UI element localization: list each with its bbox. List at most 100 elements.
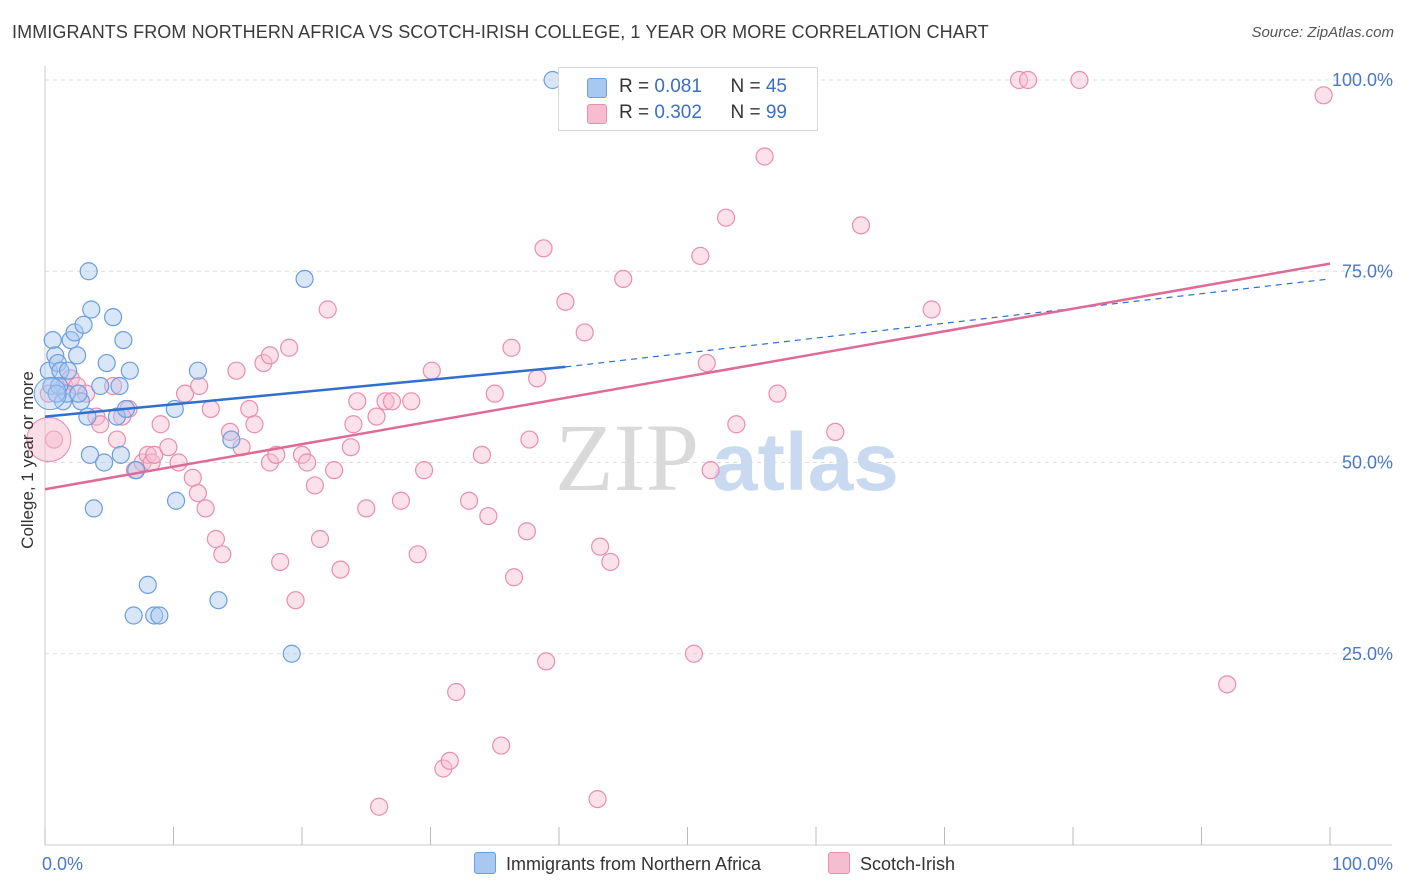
scotch-irish-point: [459, 491, 479, 510]
scotch-irish-point: [591, 537, 610, 556]
scotch-irish-point: [716, 208, 736, 227]
scotch-irish-point: [159, 438, 178, 457]
scotch-irish-point: [755, 147, 774, 166]
scotch-irish-point: [575, 323, 594, 342]
northern-africa-point: [138, 575, 157, 595]
scotch-irish-point: [348, 392, 367, 411]
scotch-irish-point: [727, 415, 746, 434]
legend-item-northern-africa[interactable]: Immigrants from Northern Africa: [474, 852, 761, 875]
scotch-irish-point: [341, 438, 360, 457]
y-tick-label: 50.0%: [1342, 453, 1393, 473]
scotch-irish-point: [504, 568, 524, 587]
legend-n-label: N =: [730, 102, 766, 123]
scotch-irish-point: [201, 399, 220, 419]
scotch-irish-point: [1218, 675, 1237, 694]
scotch-irish-point: [188, 484, 208, 503]
y-axis-label: College, 1 year or more: [18, 371, 37, 549]
northern-africa-point: [104, 308, 123, 327]
northern-africa-trend-line: [44, 365, 566, 418]
legend-r-value: 0.302: [654, 102, 702, 123]
scotch-irish-point: [402, 392, 421, 411]
scotch-irish-point: [145, 445, 164, 464]
scotch-irish-point: [472, 445, 491, 464]
watermark-zip: ZIP: [555, 404, 699, 511]
x-tick-label: 0.0%: [42, 854, 83, 874]
scotch-irish-point: [517, 522, 536, 541]
legend-item-scotch-irish[interactable]: Scotch-Irish: [828, 852, 955, 875]
scotch-irish-point: [479, 506, 498, 526]
watermark: ZIP atlas: [555, 404, 899, 511]
scotch-irish-point: [851, 216, 871, 235]
northern-africa-point: [74, 315, 93, 334]
northern-africa-point: [110, 376, 129, 396]
y-tick-label: 100.0%: [1332, 70, 1393, 90]
y-tick-label: 25.0%: [1342, 644, 1393, 664]
northern-africa-point: [82, 300, 101, 319]
scotch-irish-point: [169, 453, 188, 472]
scotch-irish-point: [520, 430, 539, 449]
scotch-irish-point: [502, 338, 521, 357]
scotch-irish-point: [697, 353, 716, 373]
northern-africa-point: [166, 491, 186, 510]
scotch-irish-point: [220, 422, 240, 441]
scotch-irish-point: [414, 461, 434, 480]
northern-africa-point: [209, 591, 228, 610]
source-label: Source: ZipAtlas.com: [1251, 24, 1394, 41]
northern-africa-point: [43, 331, 62, 350]
scotch-irish-point: [260, 346, 279, 365]
scotch-irish-point: [534, 239, 553, 258]
scotch-irish-point: [826, 422, 845, 441]
scotch-irish-point: [691, 246, 710, 266]
northern-africa-point: [120, 361, 139, 380]
watermark-atlas: atlas: [712, 417, 899, 508]
legend-r-value: 0.081: [654, 76, 702, 97]
scotch-irish-point: [367, 407, 386, 426]
scotch-irish-point: [240, 399, 259, 419]
scotch-irish-point: [298, 453, 317, 472]
scotch-irish-point: [391, 491, 411, 510]
legend-row-blue: R = 0.081 N = 45: [619, 76, 787, 98]
scotch-irish-point: [151, 415, 170, 434]
legend-label: Scotch-Irish: [860, 854, 956, 874]
scotch-irish-point: [537, 652, 556, 671]
northern-africa-point: [59, 361, 78, 380]
scotch-irish-point: [26, 417, 72, 463]
northern-africa-point: [78, 407, 97, 426]
scotch-irish-point: [370, 797, 389, 816]
scotch-irish-point: [331, 560, 350, 579]
scotch-irish-point: [286, 591, 305, 610]
scotch-irish-point: [601, 552, 620, 572]
scotch-irish-point: [1018, 70, 1038, 90]
legend-n-value: 45: [765, 76, 787, 97]
legend-swatch-blue: [474, 852, 496, 874]
northern-africa-point: [51, 361, 70, 380]
scotch-irish-point: [227, 361, 246, 380]
scotch-irish-point: [528, 369, 547, 388]
x-tick-labels: 0.0% 100.0%: [42, 854, 1393, 874]
scotch-irish-point: [104, 376, 123, 396]
scotch-irish-point: [206, 529, 226, 549]
northern-africa-point: [47, 384, 66, 403]
scotch-irish-point: [310, 529, 330, 549]
scotch-irish-point: [325, 461, 344, 480]
scotch-irish-point: [1314, 86, 1333, 105]
scotch-irish-point: [588, 789, 607, 809]
scotch-irish-point: [422, 361, 441, 380]
scotch-irish-point: [440, 751, 459, 770]
northern-africa-point: [95, 453, 114, 472]
northern-africa-trend-extension: [565, 278, 1331, 368]
scotch-irish-point: [447, 682, 466, 702]
scotch-irish-point: [701, 461, 720, 480]
y-tick-label: 75.0%: [1342, 261, 1393, 281]
northern-africa-point: [282, 644, 301, 663]
scotch-irish-point: [922, 300, 941, 319]
scotch-irish-point: [280, 338, 299, 357]
northern-africa-point: [124, 606, 143, 625]
legend-r-label: R =: [619, 76, 655, 97]
scotch-irish-point: [485, 384, 504, 403]
scotch-irish-point: [614, 269, 633, 288]
northern-africa-point: [295, 269, 314, 288]
northern-africa-point: [222, 430, 241, 449]
northern-africa-point: [91, 376, 110, 396]
